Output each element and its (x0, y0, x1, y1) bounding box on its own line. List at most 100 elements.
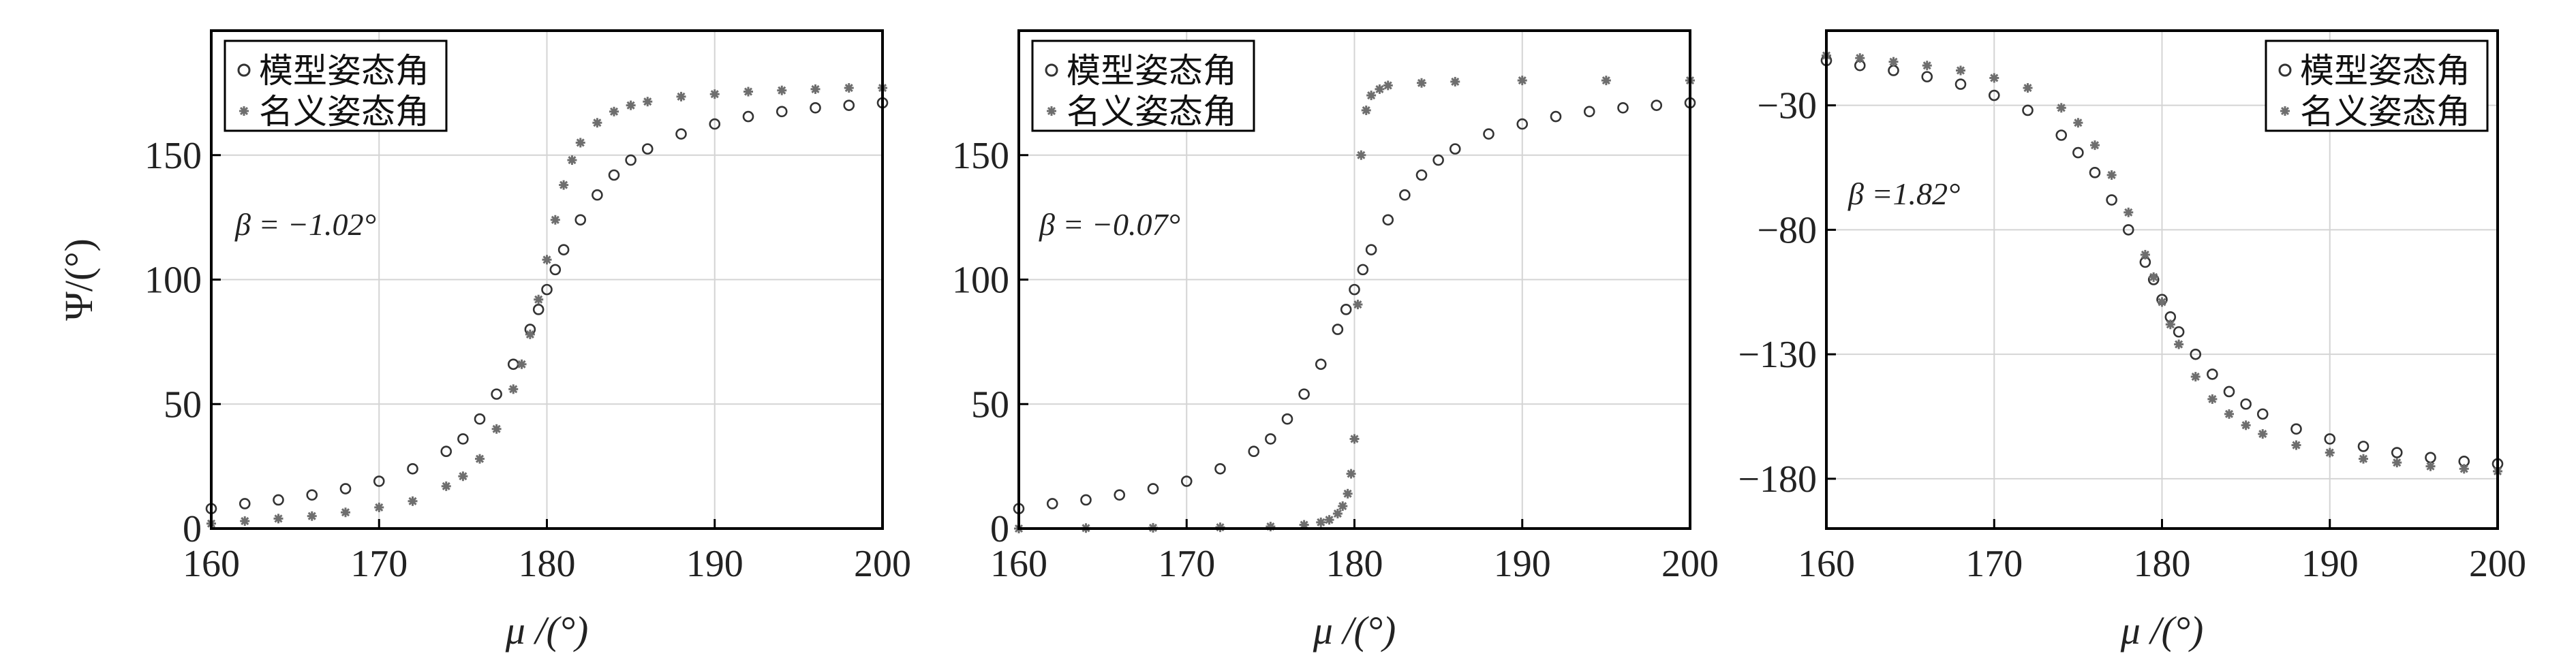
data-point (810, 84, 821, 94)
y-tick-label: 150 (952, 135, 1009, 177)
data-point (567, 155, 577, 166)
marker-stroke (274, 514, 283, 523)
marker-stroke (576, 138, 585, 147)
marker-stroke (811, 84, 820, 93)
marker-stroke (1047, 106, 1056, 116)
data-point (1888, 65, 1899, 76)
marker-stroke (2280, 106, 2290, 116)
marker-stroke (1889, 57, 1898, 66)
marker-stroke (1956, 66, 1965, 75)
marker-stroke (2241, 421, 2250, 430)
legend-label: 模型姿态角 (2300, 51, 2470, 91)
y-tick-label: 100 (144, 260, 202, 302)
x-tick-label: 190 (686, 543, 743, 585)
data-point (2173, 326, 2185, 338)
beta-annotation: β = −1.02° (234, 207, 376, 242)
marker-stroke (1347, 469, 1355, 478)
legend-marker-circle (237, 63, 251, 77)
chart-panel-3: 160 170 180 190 200 −30 −80 −130 −180 μ /(°) β =1.… (1738, 29, 2526, 653)
data-point (306, 489, 318, 501)
marker-stroke (2124, 208, 2133, 217)
data-point (2157, 297, 2167, 307)
marker-stroke (459, 472, 467, 481)
legend-marker-circle (2278, 63, 2292, 77)
marker-stroke (525, 330, 534, 339)
legend-label: 模型姿态角 (1067, 51, 1237, 91)
marker-stroke (559, 180, 568, 189)
data-point (2089, 167, 2101, 178)
data-point (574, 214, 587, 226)
data-point (1316, 517, 1326, 527)
data-point (2256, 408, 2269, 420)
data-point (1450, 76, 1460, 87)
data-point (407, 462, 418, 475)
data-point (474, 413, 486, 425)
data-point (2072, 146, 2084, 159)
y-tick-label: 50 (971, 383, 1009, 426)
data-point (440, 445, 453, 457)
data-point (1340, 304, 1352, 315)
data-point (1214, 462, 1226, 475)
marker-stroke (778, 86, 786, 95)
marker-stroke (2224, 409, 2234, 418)
marker-stroke (239, 106, 249, 116)
marker-stroke (2426, 462, 2435, 471)
y-tick-label: 0 (990, 508, 1009, 550)
data-point (2123, 207, 2134, 217)
marker-stroke (551, 215, 559, 224)
data-point (273, 514, 283, 524)
data-point (609, 106, 619, 116)
marker-stroke (1338, 502, 1347, 511)
data-point (1517, 76, 1527, 86)
data-point (1483, 128, 1494, 140)
series-nominal-attitude (206, 83, 887, 529)
marker-stroke (2459, 465, 2468, 473)
legend-marker-asterisk (2280, 106, 2290, 116)
marker-stroke (593, 119, 602, 127)
data-point (1956, 65, 1965, 76)
marker-stroke (2208, 394, 2217, 404)
marker-stroke (2090, 141, 2100, 150)
data-point (2190, 372, 2201, 382)
data-point (2106, 194, 2117, 206)
data-point (2391, 447, 2403, 458)
data-point (2324, 433, 2336, 445)
x-tick-label: 200 (2469, 543, 2526, 585)
data-point (643, 97, 653, 107)
data-point (2359, 454, 2368, 464)
data-point (240, 516, 250, 527)
x-tick-label: 180 (1326, 543, 1383, 585)
marker-stroke (710, 90, 719, 99)
legend-box (2265, 40, 2489, 132)
data-point (550, 215, 560, 225)
data-point (575, 138, 585, 148)
data-point (1399, 189, 1411, 201)
data-point (1114, 489, 1126, 501)
data-point (2392, 458, 2402, 468)
x-tick-label: 170 (1965, 543, 2023, 585)
data-point (1888, 57, 1899, 67)
marker-stroke (2107, 170, 2116, 180)
data-point (1346, 469, 1356, 479)
data-point (1315, 358, 1327, 371)
data-point (491, 388, 502, 400)
data-point (339, 483, 352, 494)
data-point (1601, 76, 1611, 86)
legend-box (224, 40, 448, 132)
data-point (2241, 420, 2251, 430)
data-point (1954, 78, 1967, 90)
marker-stroke (1375, 84, 1384, 93)
legend-label: 名义姿态角 (2300, 92, 2470, 131)
legend-marker-circle (1045, 63, 1058, 77)
data-point (1366, 91, 1377, 101)
legend-marker-asterisk (1047, 106, 1056, 116)
y-tick-label: 100 (952, 260, 1009, 302)
data-point (1383, 80, 1393, 91)
marker-stroke (568, 155, 577, 165)
data-point (559, 180, 569, 190)
data-point (373, 475, 385, 487)
data-point (2022, 104, 2034, 116)
data-point (1365, 244, 1377, 255)
